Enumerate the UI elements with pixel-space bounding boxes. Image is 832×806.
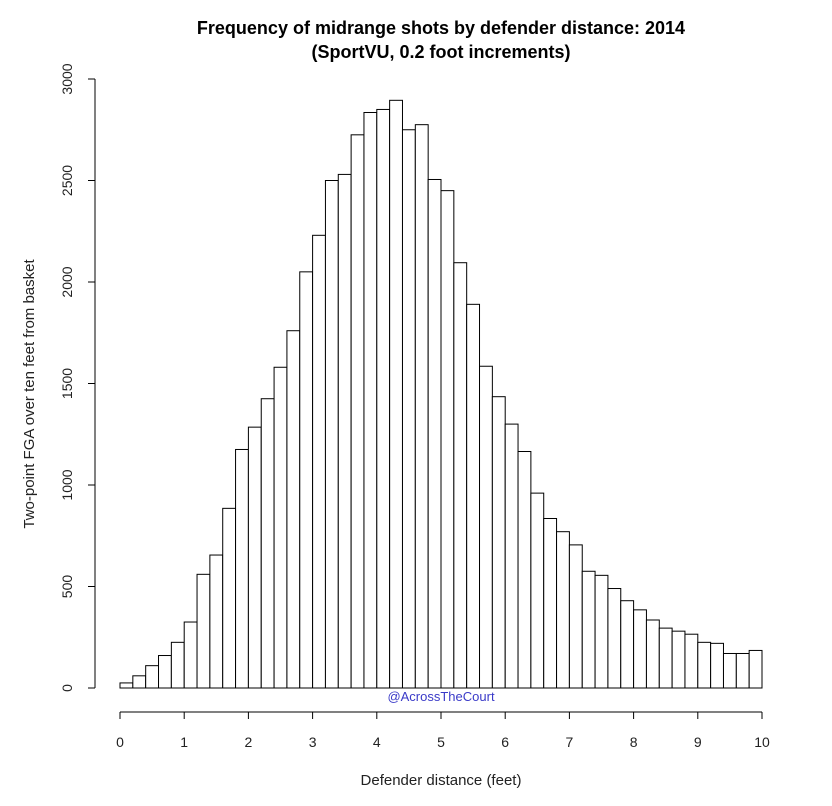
x-tick-label: 10 (754, 734, 770, 750)
histogram-bar (748, 649, 763, 689)
histogram-bar (299, 271, 314, 689)
x-tick-label: 5 (437, 734, 445, 750)
x-tick-label: 3 (309, 734, 317, 750)
histogram-bar (324, 180, 339, 689)
x-tick-label: 4 (373, 734, 381, 750)
histogram-bar (568, 544, 583, 689)
histogram-bar (196, 573, 211, 689)
histogram-bar (389, 99, 403, 689)
x-tick-label: 0 (116, 734, 124, 750)
histogram-bar (158, 655, 172, 689)
histogram-bar (337, 173, 352, 689)
x-axis-label: Defender distance (feet) (361, 772, 522, 789)
histogram-bar (735, 652, 750, 689)
histogram-bar (530, 492, 545, 689)
y-tick-label: 2000 (59, 266, 75, 297)
y-tick-label: 1500 (59, 368, 75, 399)
histogram-bar (235, 448, 249, 689)
histogram-bar (440, 190, 455, 689)
histogram-bar (286, 330, 301, 689)
histogram-bar (132, 675, 147, 689)
watermark-text: @AcrossTheCourt (387, 689, 495, 704)
histogram-bar (145, 665, 160, 689)
histogram-bar (671, 630, 686, 689)
histogram-bar (312, 234, 326, 689)
histogram-bar (556, 531, 570, 689)
y-axis-ticks: 0 500 1000 1500 2000 2500 3000 (59, 63, 95, 692)
y-tick-label: 2500 (59, 165, 75, 196)
histogram-bar (504, 423, 519, 689)
histogram-bar (697, 641, 712, 689)
histogram-bar (453, 262, 468, 689)
bars-group (119, 99, 763, 689)
x-tick-label: 1 (180, 734, 188, 750)
x-tick-label: 9 (694, 734, 702, 750)
histogram-bar (414, 124, 429, 689)
histogram-bar (247, 426, 262, 689)
histogram-bar (466, 303, 481, 689)
histogram-bar (710, 642, 724, 689)
histogram-bar (620, 600, 635, 689)
y-tick-label: 1000 (59, 469, 75, 500)
histogram-bar (658, 627, 673, 689)
y-axis-label: Two-point FGA over ten feet from basket (21, 259, 38, 529)
histogram-bar (170, 641, 185, 689)
y-tick-label: 3000 (59, 63, 75, 94)
histogram-bar (479, 365, 493, 689)
histogram-bar (594, 574, 609, 689)
histogram-bar (401, 129, 416, 689)
histogram-bar (209, 554, 224, 689)
histogram-bar (273, 366, 288, 689)
histogram-bar (684, 633, 699, 689)
histogram-bar (517, 451, 532, 689)
y-tick-label: 500 (59, 575, 75, 599)
histogram-bar (581, 570, 596, 689)
x-tick-label: 7 (566, 734, 574, 750)
histogram-bar (119, 682, 134, 689)
x-tick-label: 2 (245, 734, 253, 750)
histogram-bar (722, 652, 737, 689)
histogram-bar (376, 108, 391, 689)
histogram-bar (363, 111, 378, 689)
histogram-bar (260, 398, 275, 689)
y-tick-label: 0 (59, 684, 75, 692)
histogram-bar (222, 507, 237, 689)
histogram-bar (427, 178, 442, 689)
x-tick-label: 8 (630, 734, 638, 750)
histogram-bar (633, 609, 647, 689)
histogram-bar (607, 588, 622, 689)
histogram-bar (645, 619, 660, 689)
histogram-bar (183, 621, 198, 689)
histogram-bar (543, 517, 558, 689)
x-tick-label: 6 (501, 734, 509, 750)
chart-subtitle: (SportVU, 0.2 foot increments) (311, 42, 570, 62)
histogram-bar (491, 396, 506, 689)
histogram-bar (350, 134, 365, 689)
x-axis-ticks: 0 1 2 3 4 5 6 7 8 9 10 (116, 712, 770, 750)
chart-title: Frequency of midrange shots by defender … (197, 18, 685, 38)
